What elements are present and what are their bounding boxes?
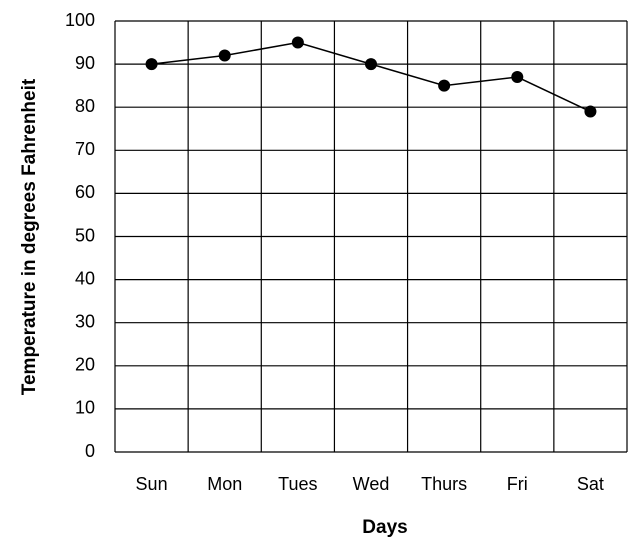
x-tick-label: Tues — [278, 474, 317, 494]
point — [145, 58, 158, 71]
y-tick-label: 60 — [75, 182, 95, 202]
point — [511, 71, 524, 84]
y-tick-label: 100 — [65, 10, 95, 30]
y-tick-label: 80 — [75, 96, 95, 116]
y-tick-label: 0 — [85, 441, 95, 461]
x-tick-label: Fri — [507, 474, 528, 494]
x-tick-label: Mon — [207, 474, 242, 494]
y-tick-label: 70 — [75, 139, 95, 159]
y-axis-title: Temperature in degrees Fahrenheit — [19, 78, 40, 395]
point — [584, 105, 597, 118]
point — [365, 58, 377, 71]
x-tick-label: Wed — [353, 474, 390, 494]
x-tick-label: Thurs — [421, 474, 467, 494]
y-tick-label: 10 — [75, 398, 95, 418]
y-tick-label: 40 — [75, 268, 95, 288]
point — [438, 79, 451, 92]
y-tick-label: 20 — [75, 355, 95, 375]
x-axis-title: Days — [362, 517, 407, 538]
x-tick-label: Sat — [577, 474, 604, 494]
x-tick-label: Sun — [136, 474, 168, 494]
point — [218, 49, 231, 62]
point — [291, 36, 304, 49]
y-tick-label: 50 — [75, 225, 95, 245]
y-tick-label: 90 — [75, 53, 95, 73]
y-tick-label: 30 — [75, 311, 95, 331]
line — [151, 41, 591, 113]
